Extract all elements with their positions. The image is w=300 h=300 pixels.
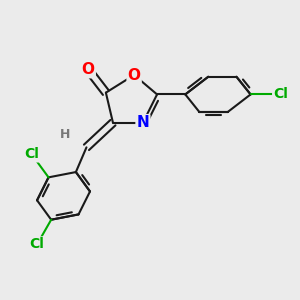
Text: O: O <box>128 68 141 82</box>
Text: N: N <box>136 115 149 130</box>
Text: O: O <box>82 62 95 77</box>
Text: Cl: Cl <box>30 237 44 251</box>
Text: Cl: Cl <box>24 147 39 161</box>
Text: H: H <box>60 128 70 142</box>
Text: Cl: Cl <box>273 87 288 101</box>
